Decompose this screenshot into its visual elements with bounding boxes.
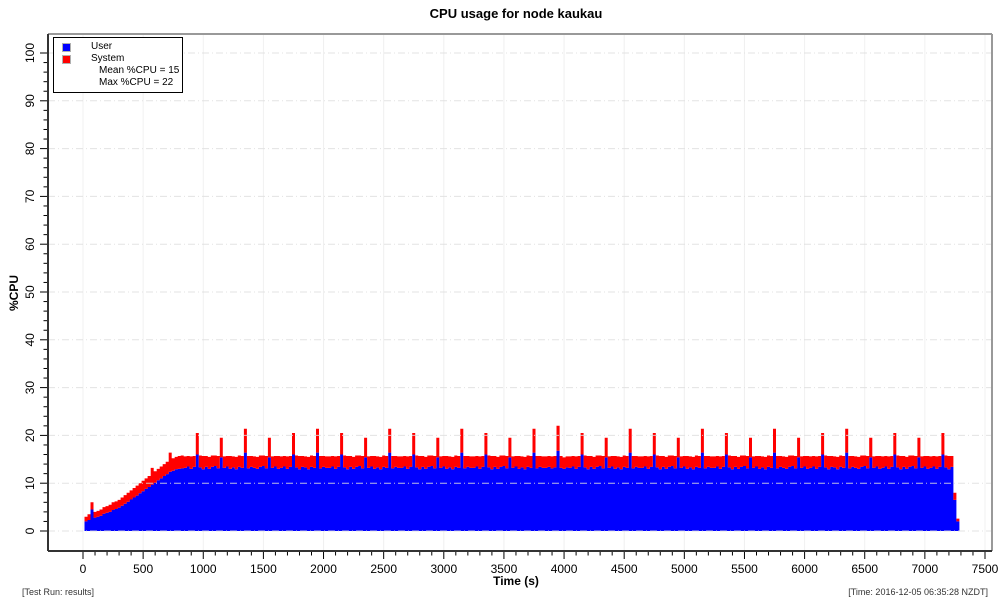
x-tick-label: 4500 <box>611 562 638 576</box>
x-tick-label: 4000 <box>551 562 578 576</box>
y-tick-label: 50 <box>23 285 37 299</box>
x-tick-label: 3500 <box>491 562 518 576</box>
y-tick-label: 10 <box>23 476 37 490</box>
y-tick-label: 0 <box>23 527 37 534</box>
x-tick-label: 7500 <box>972 562 999 576</box>
y-tick-label: 70 <box>23 189 37 203</box>
x-tick-label: 0 <box>80 562 87 576</box>
footer-timestamp: [Time: 2016-12-05 06:35:28 NZDT] <box>848 587 988 597</box>
y-tick-label: 90 <box>23 94 37 108</box>
x-tick-label: 7000 <box>912 562 939 576</box>
y-tick-label: 40 <box>23 333 37 347</box>
y-tick-label: 80 <box>23 142 37 156</box>
x-tick-label: 6500 <box>851 562 878 576</box>
legend-stat-mean: Mean %CPU = 15 <box>99 65 180 76</box>
system-series-swatch <box>62 54 71 64</box>
y-tick-label: 20 <box>23 428 37 442</box>
x-tick-label: 1500 <box>250 562 277 576</box>
legend-label-user: User <box>91 41 113 52</box>
x-tick-label: 3000 <box>430 562 457 576</box>
x-tick-label: 6000 <box>791 562 818 576</box>
x-tick-label: 5000 <box>671 562 698 576</box>
legend: User System Mean %CPU = 15 Max %CPU = 22 <box>53 37 183 93</box>
footer-test-run: [Test Run: results] <box>22 587 95 597</box>
x-axis-label: Time (s) <box>493 574 539 588</box>
legend-entry-system: System <box>62 53 182 65</box>
x-tick-label: 1000 <box>190 562 217 576</box>
x-tick-label: 5500 <box>731 562 758 576</box>
legend-stat-max: Max %CPU = 22 <box>99 77 174 88</box>
y-axis-label: %CPU <box>7 275 21 312</box>
user-area <box>84 450 960 531</box>
user-series-swatch <box>62 42 71 52</box>
y-tick-label: 60 <box>23 237 37 251</box>
y-tick-label: 30 <box>23 381 37 395</box>
chart-title: CPU usage for node kaukau <box>429 6 603 21</box>
legend-entry-user: User <box>62 41 182 53</box>
x-tick-label: 2000 <box>310 562 337 576</box>
x-tick-label: 500 <box>133 562 153 576</box>
y-tick-label: 100 <box>23 43 37 63</box>
x-tick-label: 2500 <box>370 562 397 576</box>
legend-label-system: System <box>91 53 125 64</box>
